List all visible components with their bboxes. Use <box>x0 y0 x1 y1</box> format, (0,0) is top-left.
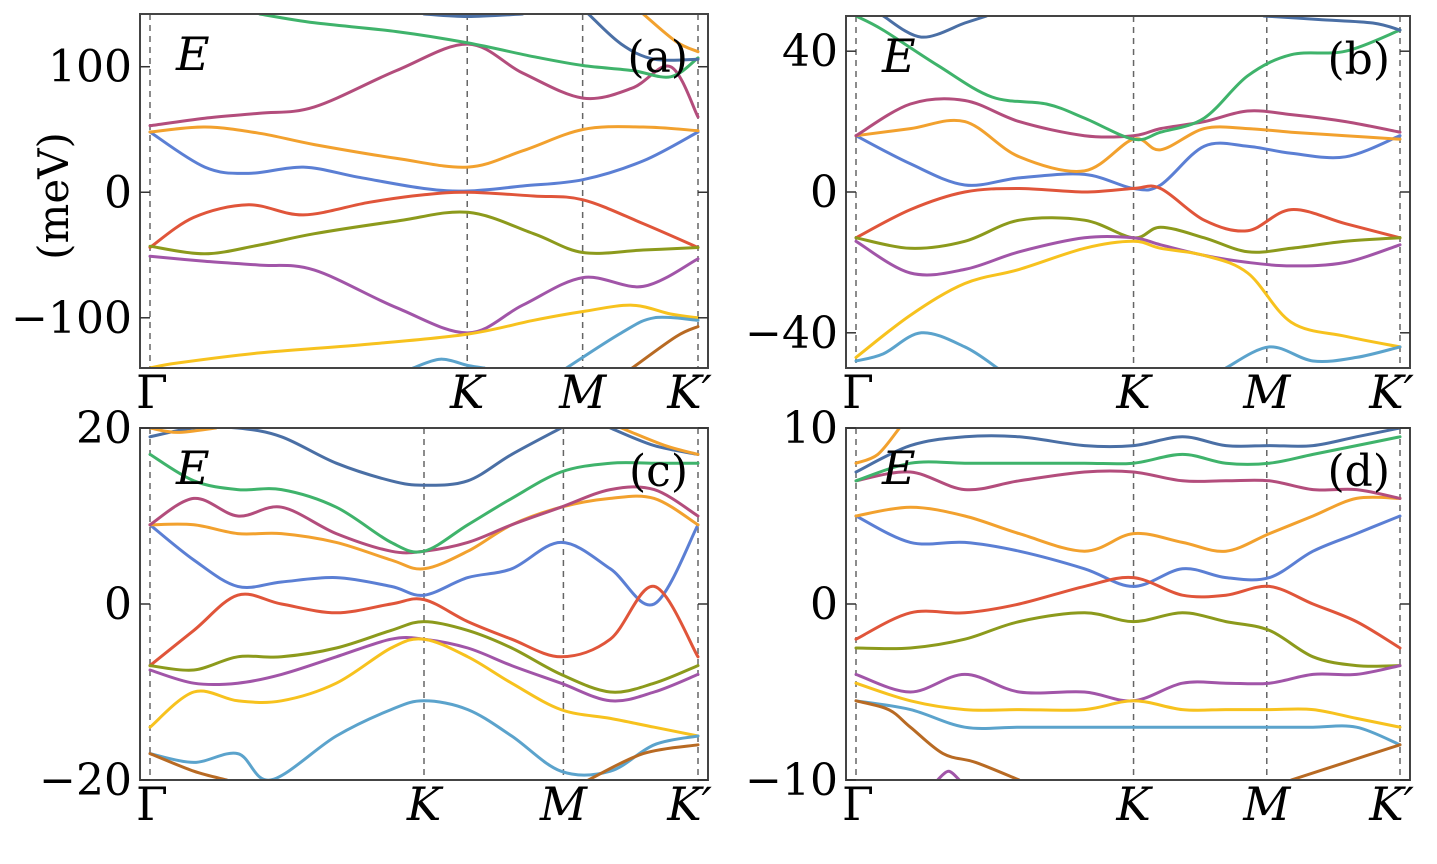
band-line-band-13 <box>854 428 901 465</box>
band-line-band-6 <box>854 239 1402 359</box>
y-tick-label: 40 <box>782 26 838 77</box>
x-tick-label: K <box>1115 777 1153 831</box>
band-line-band-15 <box>619 428 700 456</box>
y-axis-label: (meV) <box>29 132 78 260</box>
band-line-band-12 <box>1224 345 1402 368</box>
band-line-band-9 <box>881 16 989 39</box>
band-line-band-2 <box>854 575 1402 650</box>
band-line-band-4 <box>854 611 1402 668</box>
y-tick-label: −40 <box>745 308 838 359</box>
y-tick-label: 0 <box>104 167 132 218</box>
band-line-band-7 <box>148 42 700 128</box>
band-line-band-11 <box>854 331 999 368</box>
y-tick-label: 100 <box>48 42 132 93</box>
energy-label: E <box>175 27 210 81</box>
x-tick-label: K <box>1115 365 1153 419</box>
band-line-band-8 <box>148 452 700 554</box>
bands <box>854 428 1402 780</box>
band-line-band-10 <box>1262 16 1402 32</box>
y-tick-label: −100 <box>11 293 132 344</box>
panel-label: (d) <box>1328 446 1391 497</box>
panel-d: 10 0 −10 Γ K M K′ E (d) <box>745 403 1414 831</box>
band-line-band-10 <box>854 699 1402 747</box>
panel-label: (a) <box>627 32 688 83</box>
bands <box>148 428 700 780</box>
panel-label: (c) <box>629 446 688 497</box>
x-tick-label: K′ <box>1368 365 1414 419</box>
band-line-band-5 <box>854 234 1402 277</box>
band-line-band-1 <box>148 130 700 193</box>
band-line-band-6 <box>854 681 1402 729</box>
band-line-band-3 <box>854 118 1402 173</box>
band-line-band-7 <box>854 469 1402 500</box>
y-tick-label: 10 <box>782 403 838 454</box>
x-tick-label: K′ <box>1368 777 1414 831</box>
band-line-band-7 <box>854 97 1402 139</box>
y-tick-label: 0 <box>104 579 132 630</box>
band-line-band-3 <box>148 494 700 571</box>
band-line-band-4 <box>148 210 700 256</box>
band-line-band-1 <box>148 523 700 607</box>
band-line-band-9 <box>854 428 1402 474</box>
bands <box>148 14 700 368</box>
band-line-band-2 <box>854 184 1402 240</box>
band-line-band-1 <box>854 514 1402 588</box>
x-tick-label: Γ <box>136 777 168 831</box>
band-line-band-14 <box>936 769 961 780</box>
band-line-band-3 <box>148 125 700 169</box>
x-tick-label: Γ <box>842 365 874 419</box>
band-line-band-12 <box>148 752 229 780</box>
band-line-band-8 <box>854 16 1402 142</box>
x-tick-label: Γ <box>842 777 874 831</box>
x-tick-label: K <box>406 777 444 831</box>
band-line-band-11 <box>854 699 1021 780</box>
band-line-band-3 <box>854 495 1402 553</box>
x-tick-label: Γ <box>136 365 168 419</box>
band-line-band-8 <box>854 435 1402 483</box>
y-tick-label: 20 <box>76 403 132 454</box>
panel-c: 20 0 −20 Γ K M K′ E (c) <box>39 403 712 831</box>
band-line-band-4 <box>854 216 1402 254</box>
energy-label: E <box>175 441 210 495</box>
band-line-band-13 <box>630 325 700 368</box>
x-tick-label: M <box>1242 777 1292 831</box>
plot-frame <box>139 13 709 369</box>
band-line-band-8 <box>258 14 700 79</box>
y-tick-label: 0 <box>810 167 838 218</box>
band-line-band-5 <box>148 254 700 335</box>
y-tick-label: 0 <box>810 579 838 630</box>
x-tick-label: K <box>449 365 487 419</box>
band-line-band-2 <box>148 190 700 249</box>
x-tick-label: M <box>1242 365 1292 419</box>
y-tick-label: −20 <box>39 755 132 806</box>
band-line-band-6 <box>148 303 700 368</box>
band-line-band-5 <box>854 664 1402 703</box>
bands <box>854 16 1402 368</box>
band-line-band-9 <box>148 428 563 487</box>
panel-b: 40 0 −40Γ K M K′ E (b) <box>745 15 1415 419</box>
panel-label: (b) <box>1328 34 1391 85</box>
x-tick-label: K′ <box>666 777 712 831</box>
band-line-band-12 <box>565 315 700 368</box>
band-line-band-14 <box>148 428 218 434</box>
band-line-band-13 <box>586 743 700 780</box>
band-line-band-11 <box>148 699 700 780</box>
band-line-band-4 <box>148 620 700 694</box>
band-line-band-1 <box>854 134 1402 192</box>
y-tick-label: −10 <box>745 755 838 806</box>
energy-label: E <box>881 441 916 495</box>
band-line-band-6 <box>148 637 700 738</box>
energy-label: E <box>881 29 916 83</box>
band-line-band-10 <box>586 14 700 62</box>
band-line-band-12 <box>1289 743 1402 780</box>
x-tick-label: M <box>539 777 589 831</box>
plot-frame <box>845 15 1411 369</box>
band-line-band-2 <box>148 584 700 668</box>
x-tick-label: K′ <box>666 365 712 419</box>
band-line-band-14 <box>641 14 700 54</box>
x-tick-label: M <box>558 365 608 419</box>
